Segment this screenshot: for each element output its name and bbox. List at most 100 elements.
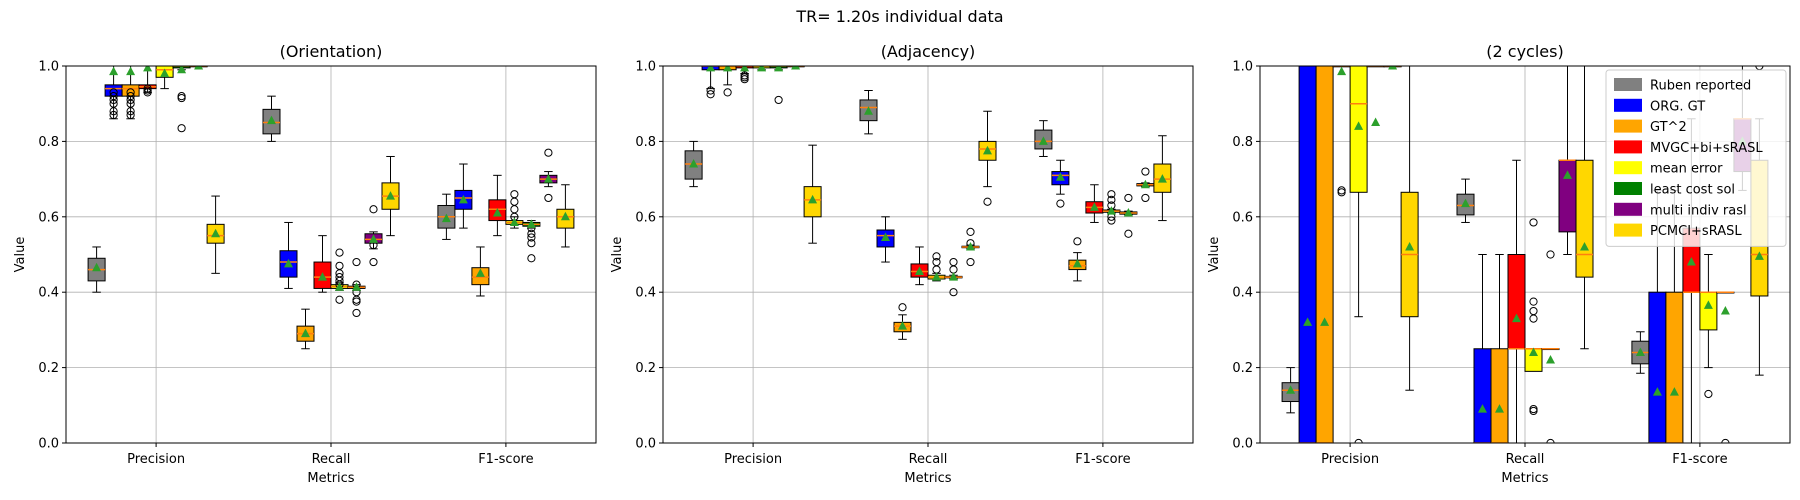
box-body — [1699, 291, 1718, 331]
box-recall-2 — [1490, 254, 1509, 443]
box-recall-6 — [364, 205, 383, 267]
legend-swatch — [1614, 119, 1642, 133]
box-recall-1 — [876, 216, 895, 263]
outlier-point — [774, 95, 783, 105]
x-axis-label: Metrics — [904, 471, 951, 486]
outlier-point — [932, 252, 941, 261]
y-tick-label: 0.6 — [635, 210, 656, 225]
mean-marker — [1089, 202, 1099, 211]
box-recall-7 — [1575, 66, 1594, 350]
mean-marker — [475, 268, 485, 277]
mean-marker — [1495, 404, 1504, 413]
box-precision-7 — [803, 144, 822, 244]
mean-marker — [492, 208, 502, 217]
mean-marker — [1703, 300, 1713, 309]
x-tick-label: Recall — [312, 452, 351, 467]
box-precision-4 — [155, 66, 174, 90]
mean-marker — [1303, 317, 1313, 326]
mean-marker — [1512, 313, 1521, 323]
box-f1-score-0 — [437, 193, 456, 240]
outlier-point — [335, 248, 344, 257]
outlier-point — [335, 295, 344, 304]
x-axis-label: Metrics — [307, 471, 354, 486]
box-body — [1473, 348, 1492, 443]
plot-area — [684, 66, 1172, 340]
box-recall-4 — [330, 248, 349, 304]
y-tick-label: 0.8 — [1232, 135, 1253, 150]
outlier-point — [527, 229, 536, 238]
mean-marker — [689, 159, 699, 168]
mean-marker — [194, 66, 204, 70]
outlier-point — [1529, 314, 1538, 323]
box-f1-score-7 — [556, 184, 575, 248]
box-f1-score-2 — [1068, 237, 1087, 282]
box-recall-4 — [927, 252, 946, 282]
outlier-point — [1107, 190, 1116, 199]
mean-marker — [318, 272, 327, 281]
box-precision-7 — [206, 195, 225, 274]
outlier-point — [723, 88, 732, 97]
mean-marker — [1320, 317, 1330, 326]
mean-marker — [441, 213, 451, 223]
outlier-point — [1073, 237, 1082, 246]
y-axis-label: Value — [610, 237, 625, 273]
x-axis-label: Metrics — [1501, 471, 1548, 486]
outlier-point — [109, 110, 118, 120]
box-f1-score-6 — [539, 148, 558, 203]
mean-marker — [92, 262, 102, 272]
mean-marker — [1635, 347, 1645, 357]
y-tick-label: 0.0 — [1232, 437, 1253, 452]
mean-marker — [267, 115, 276, 125]
box-f1-score-5 — [1119, 193, 1138, 238]
outlier-point — [527, 239, 536, 248]
box-recall-3 — [1507, 159, 1526, 443]
mean-marker — [1072, 258, 1082, 268]
box-recall-5 — [347, 257, 366, 318]
outlier-point — [966, 257, 975, 267]
y-tick-label: 0.2 — [635, 361, 656, 376]
box-f1-score-3 — [488, 174, 507, 237]
box-recall-4 — [1524, 218, 1543, 416]
outlier-point — [335, 261, 344, 270]
outlier-point — [510, 190, 519, 199]
mean-marker — [160, 68, 170, 78]
figure-suptitle: TR= 1.20s individual data — [795, 7, 1003, 26]
box-precision-5 — [172, 66, 191, 133]
outlier-point — [1529, 218, 1538, 227]
outlier-point — [369, 257, 378, 267]
mean-marker — [774, 66, 784, 72]
outlier-point — [177, 124, 186, 133]
box-precision-1 — [701, 66, 720, 99]
outlier-point — [1337, 186, 1346, 195]
outlier-point — [109, 88, 118, 97]
mean-marker — [915, 266, 924, 275]
box-recall-7 — [978, 110, 997, 206]
box-recall-2 — [296, 308, 315, 350]
mean-marker — [126, 66, 136, 76]
box-f1-score-0 — [1034, 120, 1053, 157]
outlier-point — [1141, 193, 1150, 203]
chart-panel: 0.0 0.2 0.4 0.6 0.8 1.0 Precision Recall F1-scor… — [13, 42, 597, 486]
box-recall-3 — [910, 246, 929, 286]
box-body — [1665, 291, 1684, 443]
box-body — [104, 84, 123, 97]
box-precision-0 — [1281, 367, 1300, 414]
mean-marker — [1563, 170, 1572, 179]
mean-marker — [1388, 66, 1398, 70]
y-tick-label: 0.0 — [38, 437, 59, 452]
chart-panel: 0.0 0.2 0.4 0.6 0.8 1.0 Precision Recall F1-scor… — [1207, 42, 1791, 486]
mean-marker — [1461, 198, 1470, 208]
outlier-point — [966, 227, 975, 236]
mean-marker — [1669, 387, 1679, 396]
box-recall-1 — [1473, 254, 1492, 443]
mean-marker — [949, 272, 958, 281]
y-tick-label: 1.0 — [1232, 60, 1253, 75]
mean-marker — [898, 321, 907, 330]
mean-marker — [177, 66, 187, 74]
x-tick-label: F1-score — [1672, 452, 1727, 467]
outlier-point — [527, 254, 536, 263]
outlier-point — [949, 288, 958, 297]
box-precision-1 — [1298, 66, 1317, 443]
box-body — [1315, 66, 1334, 443]
